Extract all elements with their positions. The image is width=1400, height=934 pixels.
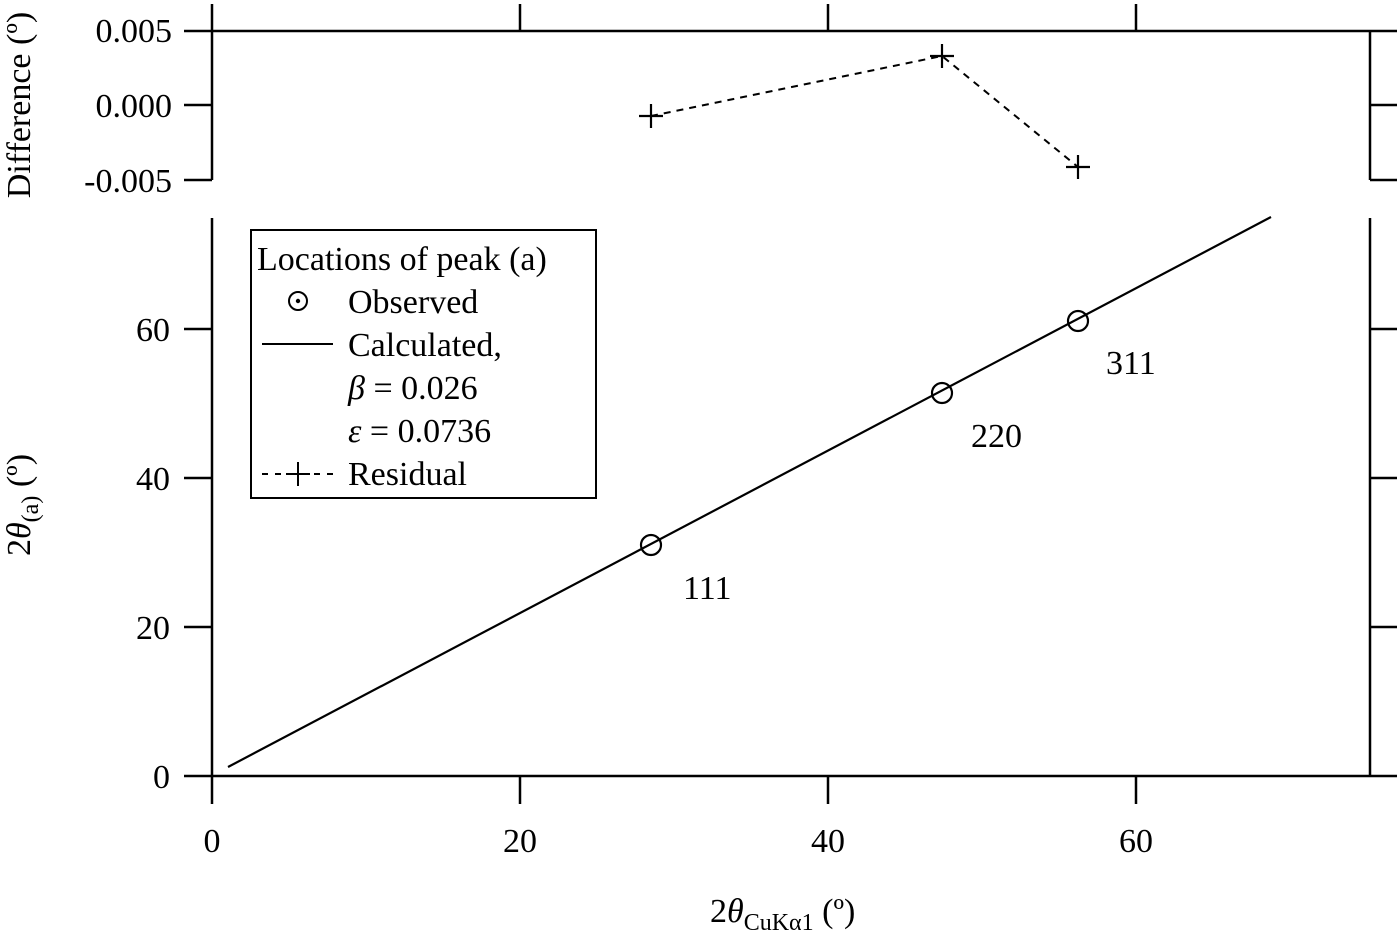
xtick-label: 60 [1119,823,1153,860]
legend-title: Locations of peak (a) [257,241,547,278]
legend-symbols [262,291,333,486]
residual-plus-markers [639,44,1090,179]
peak-label-220: 220 [971,418,1022,455]
calculated-line [227,216,1272,768]
legend: Locations of peak (a) Observed Calculate… [257,241,547,493]
observed-markers [639,309,1090,557]
legend-calculated-label: Calculated, [348,327,502,364]
top-ytick-label: 0.005 [96,13,173,50]
bottom-ytick-label: 40 [136,461,170,498]
bottom-panel-axes [184,218,1397,804]
x-axis-label: 2θCuKα1 (º) [710,893,855,934]
top-panel-axes [184,4,1397,182]
bottom-ytick-label: 0 [153,759,170,796]
legend-residual-label: Residual [348,456,467,493]
top-ytick-label: -0.005 [84,163,172,200]
residual-series [639,44,1090,179]
xtick-label: 20 [503,823,537,860]
bottom-ytick-label: 20 [136,610,170,647]
xtick-label: 0 [204,823,221,860]
legend-epsilon-label: ε = 0.0736 [348,413,491,450]
xtick-label: 40 [811,823,845,860]
legend-observed-label: Observed [348,284,478,321]
legend-beta-label: β = 0.026 [347,370,478,407]
top-y-axis-label: Difference (º) [1,12,38,198]
peak-label-311: 311 [1106,345,1156,382]
bottom-ytick-label: 60 [136,312,170,349]
legend-box [250,229,597,499]
top-ytick-label: 0.000 [96,88,173,125]
bottom-y-axis-label: 2θ(a) (º) [1,454,44,556]
peak-label-111: 111 [683,570,731,607]
